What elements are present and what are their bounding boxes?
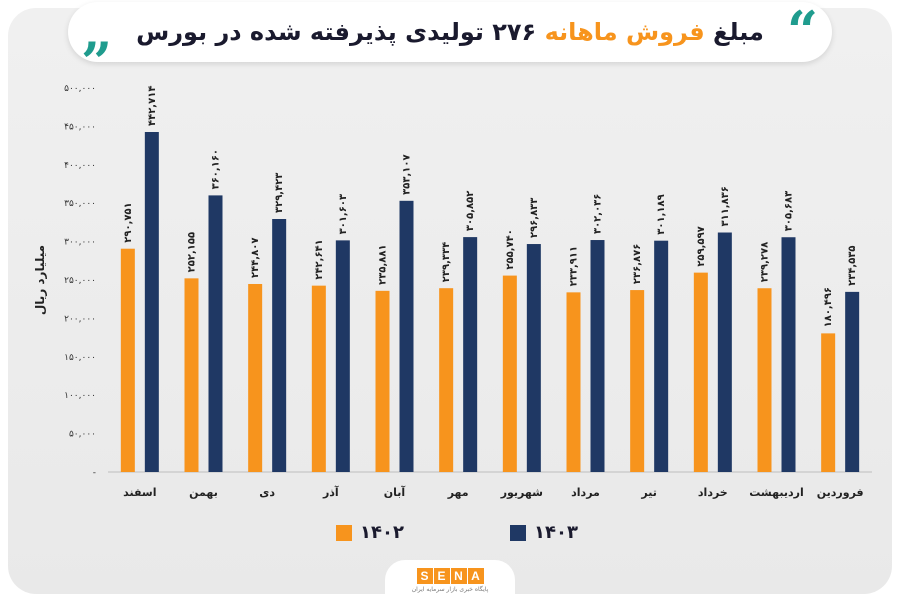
bar-1403 bbox=[208, 195, 223, 472]
bar-1402 bbox=[693, 272, 708, 472]
legend: ۱۴۰۲ ۱۴۰۳ bbox=[0, 522, 900, 552]
data-label: ۳۲۹,۴۲۳ bbox=[274, 173, 285, 213]
title-highlight: فروش ماهانه bbox=[544, 18, 705, 46]
data-label: ۴۴۲,۷۱۴ bbox=[147, 86, 158, 126]
data-label: ۲۴۲,۶۴۱ bbox=[314, 239, 325, 279]
bar-1402 bbox=[120, 248, 135, 472]
data-label: ۳۰۵,۶۸۳ bbox=[784, 191, 795, 231]
logo-letter: N bbox=[450, 567, 467, 584]
logo-letter: E bbox=[433, 567, 450, 584]
x-tick-label: اسفند bbox=[123, 486, 156, 499]
y-tick-label: ۲۵۰,۰۰۰ bbox=[64, 276, 96, 286]
quote-close-icon: „ bbox=[82, 0, 114, 63]
x-tick-label: مرداد bbox=[571, 486, 600, 499]
x-tick-label: مهر bbox=[447, 486, 469, 499]
title-part1: مبلغ bbox=[713, 18, 764, 46]
bar-1402 bbox=[630, 290, 645, 472]
bar-1403 bbox=[717, 232, 732, 472]
bar-1403 bbox=[654, 240, 669, 472]
legend-item-1403: ۱۴۰۳ bbox=[510, 522, 578, 543]
chart-title: مبلغ فروش ماهانه ۲۷۶ تولیدی پذیرفته شده … bbox=[136, 18, 764, 46]
x-tick-label: خرداد bbox=[698, 486, 728, 499]
bar-1402 bbox=[184, 278, 199, 472]
data-label: ۳۰۱,۱۸۹ bbox=[656, 194, 667, 234]
bar-1402 bbox=[375, 290, 390, 472]
data-label: ۲۳۶,۸۷۶ bbox=[632, 244, 643, 284]
x-tick-label: دی bbox=[259, 486, 275, 499]
bar-1403 bbox=[590, 240, 605, 472]
data-label: ۱۸۰,۴۹۶ bbox=[823, 287, 834, 327]
bar-1402 bbox=[311, 285, 326, 472]
logo-tagline: پایگاه خبری بازار سرمایه ایران bbox=[411, 585, 489, 593]
bar-1402 bbox=[248, 283, 263, 472]
data-label: ۲۵۲,۱۵۵ bbox=[187, 232, 198, 272]
data-label: ۲۳۳,۹۱۱ bbox=[569, 246, 580, 286]
x-tick-label: آذر bbox=[322, 485, 339, 499]
bar-1402 bbox=[502, 275, 517, 472]
x-tick-label: اردیبهشت bbox=[749, 486, 803, 499]
bar-1403 bbox=[399, 200, 414, 472]
data-label: ۲۵۵,۷۴۰ bbox=[505, 229, 516, 269]
legend-item-1402: ۱۴۰۲ bbox=[336, 522, 404, 543]
y-tick-label: ۲۰۰,۰۰۰ bbox=[64, 314, 96, 324]
y-tick-label: ۳۵۰,۰۰۰ bbox=[64, 199, 96, 209]
y-tick-label: ۴۰۰,۰۰۰ bbox=[64, 161, 96, 171]
data-label: ۲۹۰,۷۵۱ bbox=[123, 202, 134, 242]
title-banner: مبلغ فروش ماهانه ۲۷۶ تولیدی پذیرفته شده … bbox=[68, 2, 832, 62]
bar-1403 bbox=[272, 219, 287, 472]
data-label: ۳۶۰,۱۶۰ bbox=[211, 149, 222, 189]
y-tick-label: ۵۰,۰۰۰ bbox=[69, 430, 96, 440]
data-label: ۳۰۲,۰۳۶ bbox=[593, 194, 604, 234]
y-tick-label: ۱۵۰,۰۰۰ bbox=[64, 353, 96, 363]
bar-1403 bbox=[526, 244, 541, 472]
data-label: ۲۳۹,۳۳۴ bbox=[441, 242, 452, 282]
x-tick-label: بهمن bbox=[189, 486, 218, 499]
quote-open-icon: “ bbox=[786, 0, 818, 63]
legend-label-1403: ۱۴۰۳ bbox=[534, 522, 578, 543]
data-label: ۲۵۹,۵۹۷ bbox=[696, 226, 707, 266]
data-label: ۳۰۱,۶۰۳ bbox=[338, 194, 349, 234]
bar-1402 bbox=[566, 292, 581, 472]
bar-1402 bbox=[439, 288, 454, 472]
logo-letter: S bbox=[416, 567, 433, 584]
x-tick-label: آبان bbox=[384, 485, 406, 499]
bar-1402 bbox=[821, 333, 836, 472]
data-label: ۲۹۶,۸۳۳ bbox=[529, 198, 540, 238]
x-tick-label: شهریور bbox=[500, 486, 543, 499]
bar-1403 bbox=[144, 131, 159, 472]
y-tick-label: ۱۰۰,۰۰۰ bbox=[64, 391, 96, 401]
y-tick-label: - bbox=[93, 468, 96, 478]
y-tick-label: ۳۰۰,۰۰۰ bbox=[64, 238, 96, 248]
bar-1403 bbox=[463, 237, 478, 472]
bar-1403 bbox=[335, 240, 350, 472]
data-label: ۳۱۱,۸۳۶ bbox=[720, 186, 731, 226]
legend-swatch-1402 bbox=[336, 524, 352, 541]
data-label: ۳۵۳,۱۰۷ bbox=[402, 154, 413, 194]
bar-1402 bbox=[757, 288, 772, 472]
y-axis-label: میلیارد ریال bbox=[33, 245, 47, 315]
data-label: ۳۰۵,۸۵۲ bbox=[465, 191, 476, 231]
y-tick-label: ۴۵۰,۰۰۰ bbox=[64, 122, 96, 132]
data-label: ۲۳۹,۲۷۸ bbox=[760, 242, 771, 282]
data-label: ۲۴۴,۸۰۷ bbox=[250, 238, 261, 278]
legend-swatch-1403 bbox=[510, 524, 526, 541]
x-tick-label: تیر bbox=[640, 486, 656, 499]
y-tick-label: ۵۰۰,۰۰۰ bbox=[64, 84, 96, 94]
x-tick-label: فروردین bbox=[817, 486, 864, 499]
logo-letter: A bbox=[467, 567, 484, 584]
bar-1403 bbox=[781, 237, 796, 472]
data-label: ۲۳۵,۸۸۱ bbox=[378, 244, 389, 284]
data-label: ۲۳۴,۵۳۵ bbox=[847, 245, 858, 285]
legend-label-1402: ۱۴۰۲ bbox=[360, 522, 404, 543]
bar-1403 bbox=[845, 291, 860, 472]
title-part2: ۲۷۶ تولیدی پذیرفته شده در بورس bbox=[136, 18, 537, 46]
